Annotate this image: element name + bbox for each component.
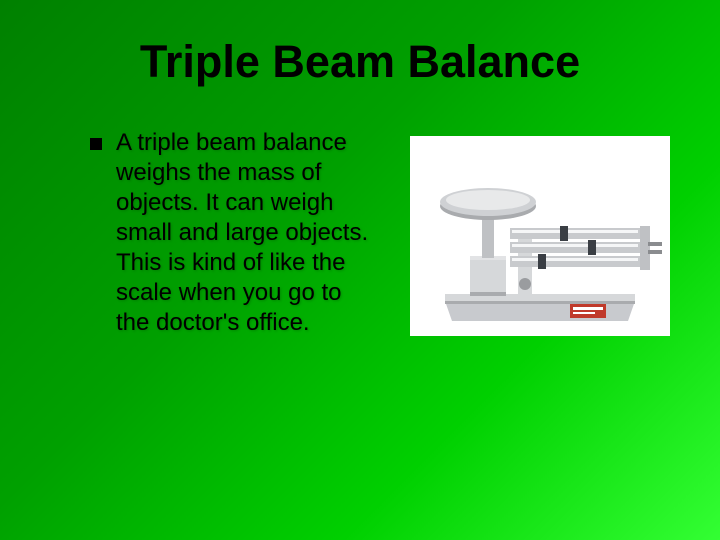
bullet-text: A triple beam balance weighs the mass of… [116, 128, 380, 338]
bullet-item: A triple beam balance weighs the mass of… [90, 128, 380, 338]
bullet-square-icon [90, 138, 102, 150]
slide-title: Triple Beam Balance [40, 36, 680, 88]
content-row: A triple beam balance weighs the mass of… [40, 128, 680, 338]
slide: Triple Beam Balance A triple beam balanc… [0, 0, 720, 540]
triple-beam-balance-icon [410, 136, 670, 336]
image-container [410, 136, 670, 336]
